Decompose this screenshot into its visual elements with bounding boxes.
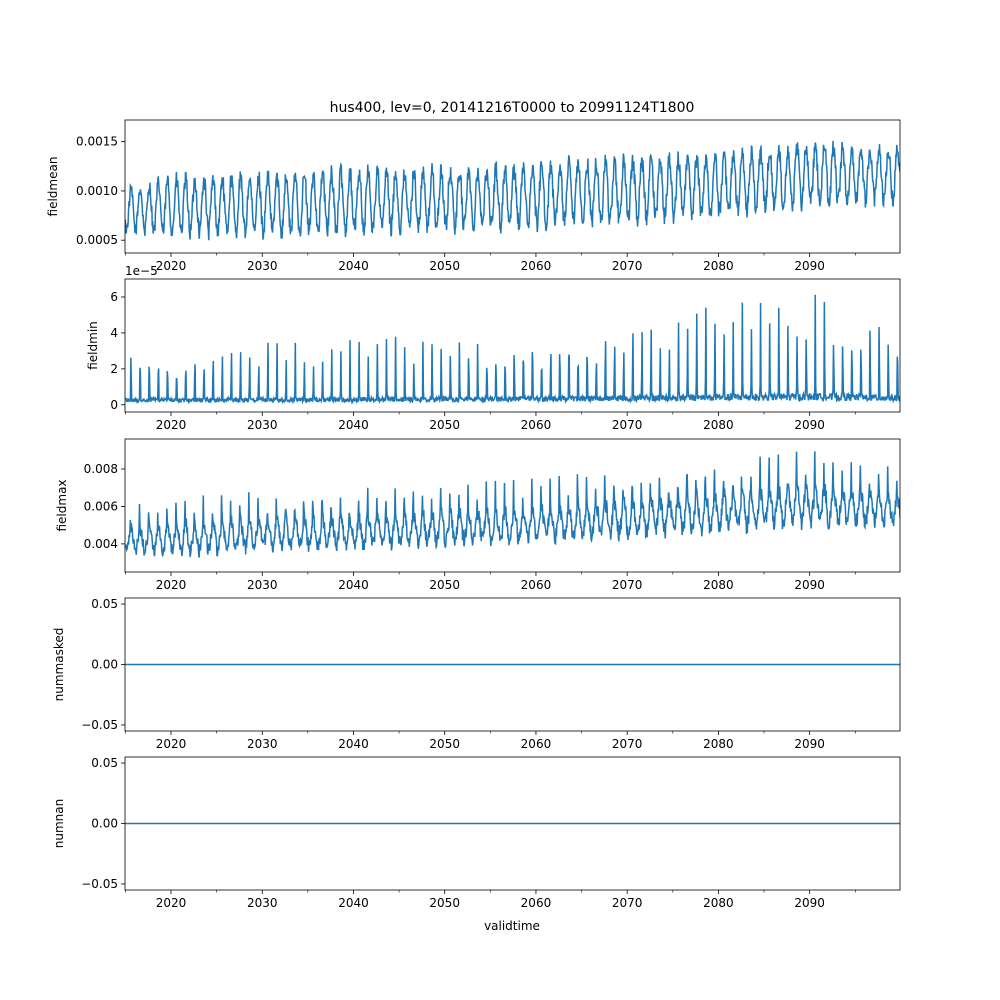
x-tick-label: 2030 xyxy=(247,578,278,592)
y-tick-label: 0 xyxy=(110,398,118,412)
y-tick-label: 0.00 xyxy=(91,658,118,672)
x-tick-label: 2040 xyxy=(338,578,369,592)
x-tick-label: 2060 xyxy=(521,896,552,910)
x-tick-label: 2020 xyxy=(156,259,187,273)
x-tick-label: 2060 xyxy=(521,737,552,751)
x-tick-label: 2030 xyxy=(247,737,278,751)
x-tick-label: 2080 xyxy=(703,737,734,751)
y-tick-label: 0.006 xyxy=(84,499,118,513)
panel-fieldmean: 2020 2030 2040 2050 2060 2070 2080 2090 0.0005 0.… xyxy=(46,119,901,273)
x-tick-label: 2020 xyxy=(156,737,187,751)
x-tick-label: 2080 xyxy=(703,896,734,910)
y-tick-label: 0.008 xyxy=(84,462,118,476)
x-tick-label: 2060 xyxy=(521,418,552,432)
x-tick-label: 2030 xyxy=(247,896,278,910)
x-tick-label: 2060 xyxy=(521,259,552,273)
y-tick-label: 4 xyxy=(110,326,118,340)
y-axis-label: numnan xyxy=(52,799,66,848)
x-tick-label: 2020 xyxy=(156,578,187,592)
x-tick-label: 2070 xyxy=(612,896,643,910)
axes-frame xyxy=(124,438,901,573)
x-tick-label: 2070 xyxy=(612,737,643,751)
x-tick-label: 2050 xyxy=(429,578,460,592)
x-tick-label: 2070 xyxy=(612,259,643,273)
y-axis-label: fieldmax xyxy=(55,479,69,531)
x-tick-label: 2050 xyxy=(429,737,460,751)
panel-numnan: 2020 2030 2040 2050 2060 2070 2080 2090 −0.05 0.0… xyxy=(52,756,901,910)
y-tick-label: 0.0010 xyxy=(76,184,118,198)
x-tick-label: 2090 xyxy=(794,896,825,910)
y-tick-label: 0.0005 xyxy=(76,233,118,247)
chart-title: hus400, lev=0, 20141216T0000 to 20991124… xyxy=(330,100,695,116)
x-tick-label: 2080 xyxy=(703,418,734,432)
series-line-fieldmax xyxy=(125,451,900,558)
y-tick-label: 0.05 xyxy=(91,597,118,611)
series-line-fieldmin xyxy=(125,294,900,405)
x-tick-label: 2080 xyxy=(703,259,734,273)
x-tick-label: 2090 xyxy=(794,259,825,273)
x-tick-label: 2090 xyxy=(794,737,825,751)
y-tick-label: 6 xyxy=(110,290,118,304)
x-tick-label: 2030 xyxy=(247,418,278,432)
x-tick-label: 2050 xyxy=(429,896,460,910)
x-tick-label: 2030 xyxy=(247,259,278,273)
x-tick-label: 2050 xyxy=(429,418,460,432)
y-tick-label: 0.0015 xyxy=(76,135,118,149)
x-axis-label: validtime xyxy=(484,919,540,933)
panel-nummasked: 2020 2030 2040 2050 2060 2070 2080 2090 −0.05 0.0… xyxy=(52,597,901,751)
y-offset-label: 1e−5 xyxy=(125,264,158,278)
x-tick-label: 2020 xyxy=(156,418,187,432)
y-tick-label: −0.05 xyxy=(81,718,118,732)
x-tick-label: 2020 xyxy=(156,896,187,910)
x-tick-label: 2040 xyxy=(338,259,369,273)
x-tick-label: 2060 xyxy=(521,578,552,592)
x-tick-label: 2090 xyxy=(794,418,825,432)
series-line-fieldmean xyxy=(125,140,900,241)
axes-frame xyxy=(124,119,901,254)
y-axis-label: fieldmin xyxy=(86,321,100,370)
y-axis-label: fieldmean xyxy=(46,157,60,217)
y-tick-label: 0.05 xyxy=(91,756,118,770)
y-tick-label: 0.00 xyxy=(91,817,118,831)
y-tick-label: −0.05 xyxy=(81,877,118,891)
panel-fieldmin: 2020 2030 2040 2050 2060 2070 2080 2090 0 2 4 6 fiel… xyxy=(86,264,901,432)
x-tick-label: 2090 xyxy=(794,578,825,592)
x-tick-label: 2040 xyxy=(338,418,369,432)
x-tick-label: 2070 xyxy=(612,578,643,592)
x-tick-label: 2040 xyxy=(338,737,369,751)
x-tick-label: 2080 xyxy=(703,578,734,592)
x-tick-label: 2040 xyxy=(338,896,369,910)
panel-fieldmax: 2020 2030 2040 2050 2060 2070 2080 2090 0.004 0.0… xyxy=(55,438,901,592)
axes-frame xyxy=(124,278,901,413)
y-axis-label: nummasked xyxy=(52,628,66,702)
y-tick-label: 2 xyxy=(110,362,118,376)
x-tick-label: 2050 xyxy=(429,259,460,273)
x-tick-label: 2070 xyxy=(612,418,643,432)
y-tick-label: 0.004 xyxy=(84,537,118,551)
